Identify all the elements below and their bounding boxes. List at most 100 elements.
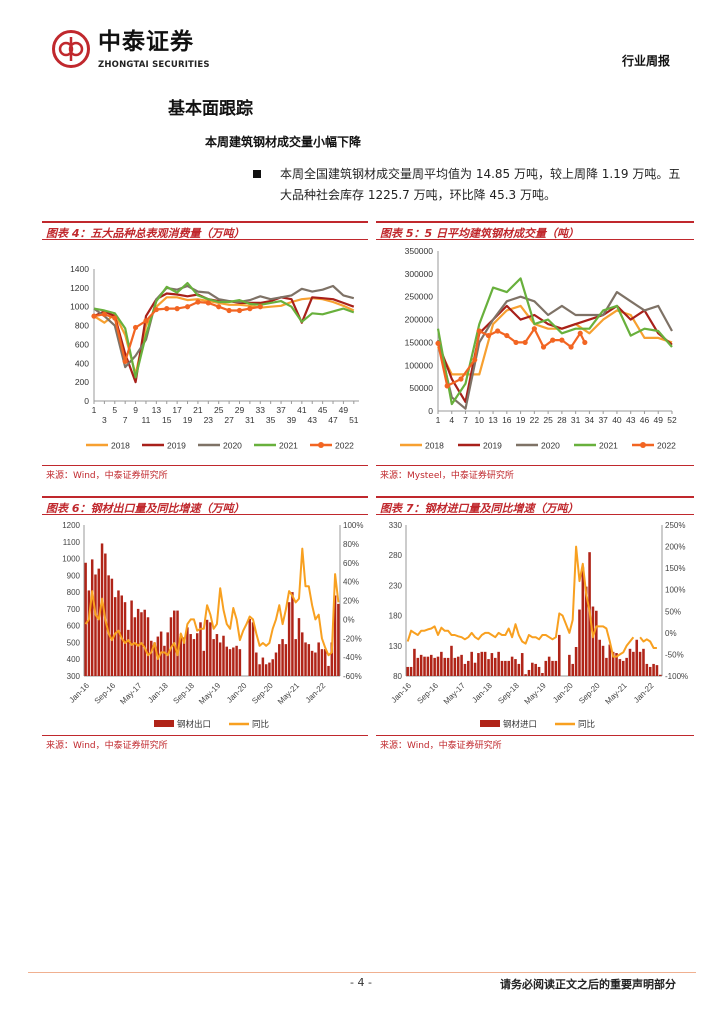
chart-panel-6: 图表 6：钢材出口量及同比增速（万吨） 300 400 500 600 700 800 90… [42,496,368,751]
x-tick-label: Jan-20 [225,681,249,705]
legend-label: 2021 [279,441,298,451]
bar [222,635,225,676]
x-tick-label: May-21 [276,681,302,707]
bar [87,590,91,676]
legend-label: 2022 [657,441,676,451]
bar [648,666,652,676]
x-tick-label: 23 [204,415,214,425]
data-point-2022 [122,358,128,364]
y-tick-label: 0 [428,406,433,416]
x-tick-label: 31 [571,415,581,425]
bar [291,592,294,676]
divider [376,465,694,466]
bar [595,610,598,676]
x-tick-label: 4 [449,415,454,425]
x-tick-label: Sep-18 [496,681,521,706]
chart-panel-5: 图表 5：5 日平均建筑钢材成交量（吨） 0 50000 100000 150000 2… [376,221,694,481]
data-point-2022 [472,357,478,363]
bar [645,663,649,676]
y-tick-label: 1000 [62,555,80,564]
x-tick-label: 49 [654,415,664,425]
bar [453,657,457,676]
legend-label: 2018 [425,441,444,451]
x-tick-label: 9 [133,405,138,415]
x-tick-label: 25 [543,415,553,425]
bar [504,660,507,676]
legend-label: 2022 [335,441,354,451]
bar [591,606,595,676]
bar [317,642,320,676]
chart-panel-7: 图表 7：钢材进口量及同比增速（万吨） 80 130 180 230 280 330 -10… [376,496,694,751]
bar [655,665,659,676]
y-tick-label: 400 [67,655,81,664]
x-tick-label: 49 [339,405,349,415]
data-point-2022 [495,328,501,334]
legend-label: 钢材出口 [177,719,211,729]
divider [376,735,694,736]
divider [42,239,368,240]
y2-tick-label: 100% [665,586,685,595]
divider [42,514,368,515]
x-tick-label: Jan-16 [67,681,91,705]
bar [127,629,130,676]
data-point-2022 [435,340,441,346]
bar [284,644,288,676]
y-tick-label: 500 [67,638,81,647]
bar [297,618,301,676]
chart-title: 图表 6：钢材出口量及同比增速（万吨） [46,502,245,515]
y2-tick-label: 60% [343,559,359,568]
legend-label: 2019 [483,441,502,451]
divider [42,465,368,466]
data-point-2022 [559,337,565,343]
bar [659,674,662,676]
chart-exports: 300 400 500 600 700 800 900 1000 1100 1200 -60% -40… [62,521,363,729]
x-tick-label: 17 [172,405,182,415]
x-tick-label: 28 [557,415,567,425]
divider [376,239,694,240]
legend-marker-icon [640,442,646,448]
bar [460,654,463,676]
y2-tick-label: 200% [665,543,685,552]
series-line-2021 [436,277,673,406]
x-tick-label: Sep-20 [577,681,602,706]
divider [376,221,694,223]
x-tick-label: 46 [640,415,650,425]
yoy-line [84,547,340,660]
y-tick-label: 1000 [70,302,89,312]
x-tick-label: 21 [193,405,203,415]
bar [554,660,558,676]
data-point-2022 [101,311,107,317]
y2-tick-label: 80% [343,540,359,549]
y2-tick-label: 250% [665,521,685,530]
bar [477,653,480,676]
x-tick-label: May-17 [118,681,144,707]
bar [480,651,484,676]
bar [470,651,473,676]
y-tick-label: 50000 [409,383,433,393]
data-point-2022 [91,313,97,319]
x-tick-label: 13 [488,415,498,425]
chart-source: 来源：Wind，中泰证券研究所 [46,471,168,481]
series-line-2020 [93,284,355,369]
bar [551,660,554,676]
legend-label: 2019 [167,441,186,451]
summary-paragraph: 本周全国建筑钢材成交量周平均值为 14.85 万吨，较上周降 1.19 万吨。五… [280,167,681,202]
bar [531,662,534,676]
x-tick-label: 13 [152,405,162,415]
logo-mark [52,30,90,68]
bar [192,639,196,676]
y-tick-label: 300000 [405,269,434,279]
x-tick-label: 22 [530,415,540,425]
bar [310,650,314,676]
x-tick-label: May-17 [442,681,468,707]
y-tick-label: 1400 [70,264,89,274]
data-point-2022 [485,332,492,339]
bar [611,651,615,676]
bar [436,656,440,676]
x-tick-label: 10 [475,415,485,425]
x-tick-label: 31 [245,415,255,425]
bar [541,672,544,676]
divider [42,735,368,736]
y-tick-label: 80 [393,672,402,681]
chart-trade-volume: 0 50000 100000 150000 200000 250000 300000 3500… [400,246,677,451]
